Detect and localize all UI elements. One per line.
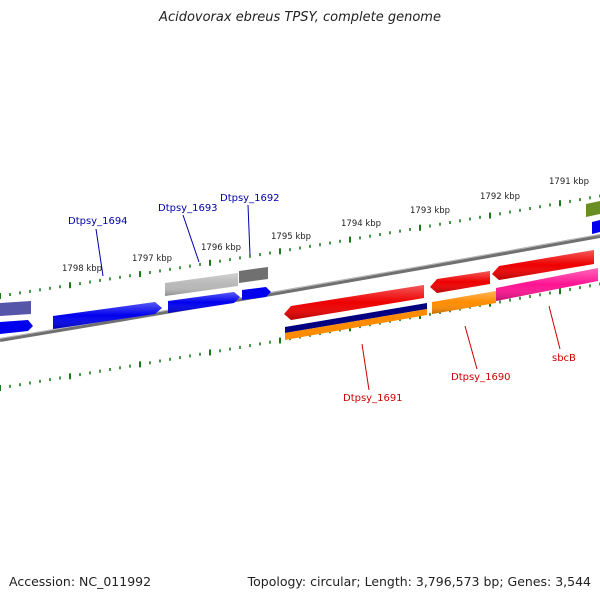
gene-label-dtpsy-1690: Dtpsy_1690 xyxy=(451,372,511,383)
gene-bar-orange-1691 xyxy=(285,309,427,340)
leader-line-1693 xyxy=(182,214,200,263)
leader-line-1691 xyxy=(361,343,370,391)
tick-label-1797: 1797 kbp xyxy=(132,254,172,264)
tick-label-1795: 1795 kbp xyxy=(271,232,311,242)
gene-label-sbcb: sbcB xyxy=(552,353,576,364)
gene-arrow-blue-1692 xyxy=(242,287,271,300)
tick-label-1792: 1792 kbp xyxy=(480,192,520,202)
gene-arrow-blue-right xyxy=(592,220,600,234)
tick-label-1798: 1798 kbp xyxy=(62,264,102,274)
gene-shade xyxy=(165,273,238,296)
gene-arrow-blue-1 xyxy=(0,320,33,334)
gene-shade xyxy=(496,268,598,301)
genome-backbone xyxy=(0,234,600,342)
gene-label-dtpsy-1693: Dtpsy_1693 xyxy=(158,203,218,214)
gene-shade xyxy=(430,271,490,293)
gene-bar-navy xyxy=(285,303,427,333)
gene-arrow-olive xyxy=(586,201,600,217)
leader-line-1692 xyxy=(247,204,251,256)
leader-line-1694 xyxy=(95,228,104,277)
tick-label-1794: 1794 kbp xyxy=(341,219,381,229)
gene-shade xyxy=(53,302,162,329)
gene-label-dtpsy-1694: Dtpsy_1694 xyxy=(68,216,128,227)
gene-arrow-gray-dark xyxy=(239,267,268,283)
accession-text: Accession: NC_011992 xyxy=(9,574,152,589)
tick-label-1796: 1796 kbp xyxy=(201,243,241,253)
map-title: Acidovorax ebreus TPSY, complete genome xyxy=(159,10,441,25)
tick-label-1791: 1791 kbp xyxy=(549,177,589,187)
gene-shade xyxy=(492,250,594,280)
gene-shade xyxy=(168,292,240,313)
gene-label-dtpsy-1691: Dtpsy_1691 xyxy=(343,393,403,404)
gene-arrow-purple xyxy=(0,301,31,316)
gene-shade xyxy=(432,291,496,314)
outer-tick-ring xyxy=(0,194,600,299)
leader-line-1690 xyxy=(464,325,478,370)
genome-summary-text: Topology: circular; Length: 3,796,573 bp… xyxy=(247,574,591,589)
tick-label-1793: 1793 kbp xyxy=(410,206,450,216)
gene-label-dtpsy-1692: Dtpsy_1692 xyxy=(220,193,280,204)
gene-shade xyxy=(284,285,424,320)
leader-line-sbcb xyxy=(548,305,561,350)
